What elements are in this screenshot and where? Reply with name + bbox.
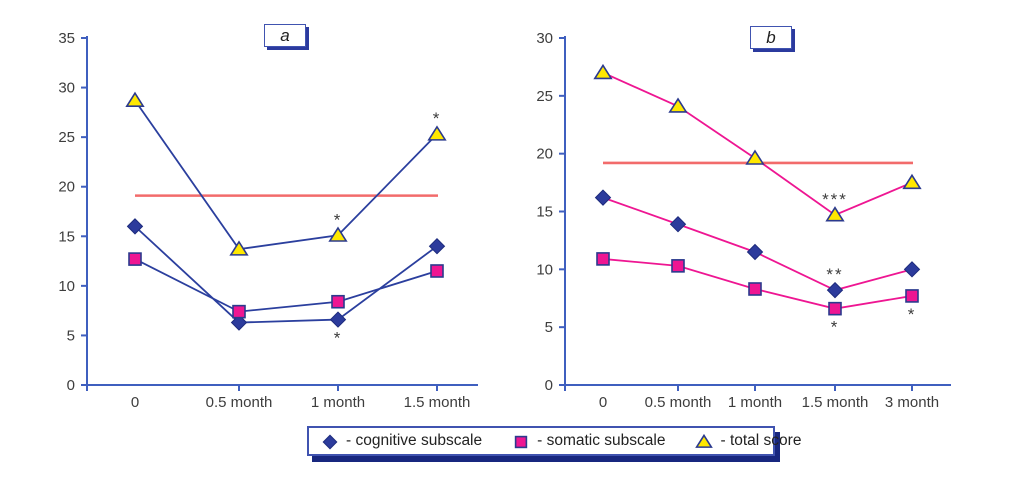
triangle-marker xyxy=(668,97,688,113)
diamond-marker xyxy=(746,243,764,261)
triangle-marker xyxy=(825,206,845,222)
x-tick-label: 0.5 month xyxy=(645,394,712,411)
x-tick-label: 1 month xyxy=(728,394,782,411)
y-tick-label: 20 xyxy=(58,179,75,196)
series-line-triangle xyxy=(134,99,438,251)
diamond-marker xyxy=(669,216,687,233)
y-tick-label: 10 xyxy=(58,278,75,295)
square-marker xyxy=(232,304,246,319)
y-tick-label: 30 xyxy=(536,30,553,47)
diamond-marker xyxy=(826,281,844,299)
diamond-marker xyxy=(428,237,446,255)
triangle-marker xyxy=(745,149,765,165)
y-tick-label: 15 xyxy=(536,204,553,221)
square-marker xyxy=(331,294,345,309)
legend-label-somatic: - somatic subscale xyxy=(537,432,666,449)
chart-panel-b: 0 5 10 15 20 25 30 0 0.5 month 1 month 1.5 month 3 … xyxy=(536,30,951,411)
x-tick-label: 3 month xyxy=(885,394,939,411)
triangle-icon xyxy=(695,433,714,448)
significance-annotation: * xyxy=(334,210,343,229)
square-marker xyxy=(514,435,528,448)
panel-label-a-text: a xyxy=(280,25,290,45)
triangle-marker xyxy=(427,125,447,141)
square-icon xyxy=(514,435,528,448)
legend-item-total: - total score xyxy=(695,432,801,450)
significance-annotation: * xyxy=(433,109,442,128)
square-marker xyxy=(905,289,919,303)
panel-label-a: a xyxy=(264,24,306,47)
triangle-marker xyxy=(328,226,348,242)
legend-label-cognitive: - cognitive subscale xyxy=(346,432,483,449)
charts-canvas: 0 5 10 15 20 25 30 35 0 0.5 month 1 month 1.5 month… xyxy=(58,30,951,411)
square-marker xyxy=(128,252,142,266)
diamond-marker xyxy=(594,189,612,206)
diamond-marker xyxy=(230,314,248,331)
series-line-diamond xyxy=(134,225,438,324)
x-tick-label: 0.5 month xyxy=(206,394,273,411)
legend-label-total: - total score xyxy=(720,432,802,449)
diamond-marker xyxy=(329,311,347,328)
square-marker xyxy=(828,301,842,316)
legend-item-somatic: - somatic subscale xyxy=(512,432,665,450)
y-tick-label: 25 xyxy=(58,129,75,146)
diamond-marker xyxy=(322,434,338,449)
square-marker xyxy=(430,264,444,278)
panel-label-b: b xyxy=(750,26,792,49)
diamond-icon xyxy=(322,434,338,449)
significance-annotation: ** xyxy=(826,265,843,284)
x-tick-label: 0 xyxy=(131,394,139,411)
significance-annotation: * xyxy=(908,305,917,324)
diamond-marker xyxy=(126,218,144,235)
square-marker xyxy=(748,282,762,296)
panel-label-b-text: b xyxy=(766,27,776,47)
y-tick-label: 10 xyxy=(536,261,553,278)
x-tick-label: 0 xyxy=(599,394,607,411)
y-tick-label: 0 xyxy=(545,377,553,394)
series-line-triangle xyxy=(602,71,913,216)
square-marker xyxy=(671,259,685,273)
y-tick-label: 25 xyxy=(536,88,553,105)
y-tick-label: 35 xyxy=(58,30,75,47)
triangle-marker xyxy=(695,433,714,448)
y-tick-label: 20 xyxy=(536,146,553,163)
x-tick-label: 1.5 month xyxy=(404,394,471,411)
y-tick-label: 0 xyxy=(67,377,75,394)
series-line-square xyxy=(134,258,438,313)
triangle-marker xyxy=(125,91,145,107)
significance-annotation: * xyxy=(334,329,343,348)
significance-annotation: * xyxy=(831,318,840,337)
legend: - cognitive subscale - somatic subscale … xyxy=(307,426,801,456)
y-tick-label: 5 xyxy=(545,319,553,336)
chart-panel-a: 0 5 10 15 20 25 30 35 0 0.5 month 1 month 1.5 month… xyxy=(58,30,478,411)
square-marker xyxy=(596,252,610,266)
legend-item-cognitive: - cognitive subscale xyxy=(321,432,482,450)
x-tick-label: 1 month xyxy=(311,394,365,411)
x-tick-label: 1.5 month xyxy=(802,394,869,411)
triangle-marker xyxy=(229,240,249,256)
y-tick-label: 5 xyxy=(67,327,75,344)
significance-annotation: *** xyxy=(822,190,848,209)
y-tick-label: 15 xyxy=(58,228,75,245)
triangle-marker xyxy=(593,63,613,80)
diamond-marker xyxy=(903,261,921,278)
series-line-diamond xyxy=(602,196,913,292)
y-tick-label: 30 xyxy=(58,80,75,97)
triangle-marker xyxy=(902,173,922,190)
